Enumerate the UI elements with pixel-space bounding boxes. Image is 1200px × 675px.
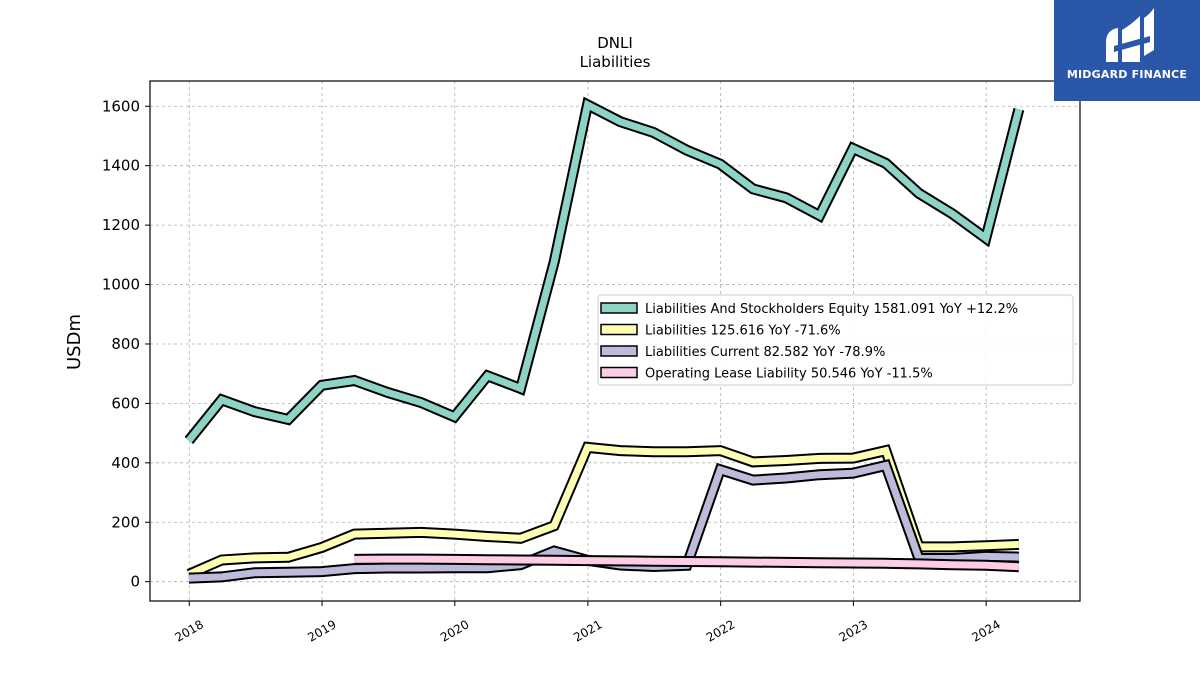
legend: Liabilities And Stockholders Equity 1581…: [597, 294, 1074, 386]
y-tick-label: 400: [111, 454, 140, 472]
series-line: [187, 443, 1020, 578]
legend-swatch: [600, 302, 638, 314]
chart-title: DNLI: [597, 34, 633, 52]
series-line: [186, 99, 1023, 443]
legend-label: Liabilities Current 82.582 YoY -78.9%: [645, 345, 885, 360]
x-tick-label: 2022: [704, 617, 737, 644]
y-tick-label: 1600: [102, 97, 140, 115]
x-tick-label: 2018: [173, 617, 206, 644]
plot-frame: [149, 80, 1081, 602]
chart-subtitle: Liabilities: [580, 53, 651, 71]
legend-label: Operating Lease Liability 50.546 YoY -11…: [645, 367, 933, 382]
x-tick-label: 2020: [438, 617, 471, 644]
legend-box: [597, 294, 1074, 386]
y-tick-label: 1200: [102, 216, 140, 234]
x-tick-label: 2023: [837, 617, 870, 644]
legend-swatch: [600, 345, 638, 357]
legend-label: Liabilities And Stockholders Equity 1581…: [645, 302, 1018, 317]
x-tick-label: 2019: [305, 617, 338, 644]
brand-mark-icon: [1106, 8, 1154, 62]
legend-label: Liabilities 125.616 YoY -71.6%: [645, 324, 841, 339]
y-tick-label: 1000: [102, 276, 140, 294]
y-tick-label: 1400: [102, 157, 140, 175]
y-tick-label: 200: [111, 513, 140, 531]
y-tick-label: 0: [130, 573, 140, 591]
y-tick-label: 800: [111, 335, 140, 353]
brand-logo: MIDGARD FINANCE: [1054, 0, 1200, 101]
series-line: [354, 555, 1020, 571]
x-tick-label: 2024: [969, 617, 1002, 644]
y-axis-label: USDm: [64, 314, 85, 370]
series-lines: [184, 96, 1025, 584]
y-tick-label: 600: [111, 394, 140, 412]
x-tick-label: 2021: [571, 617, 604, 644]
legend-swatch: [600, 323, 638, 336]
brand-name: MIDGARD FINANCE: [1066, 68, 1188, 81]
legend-swatch: [600, 366, 638, 379]
